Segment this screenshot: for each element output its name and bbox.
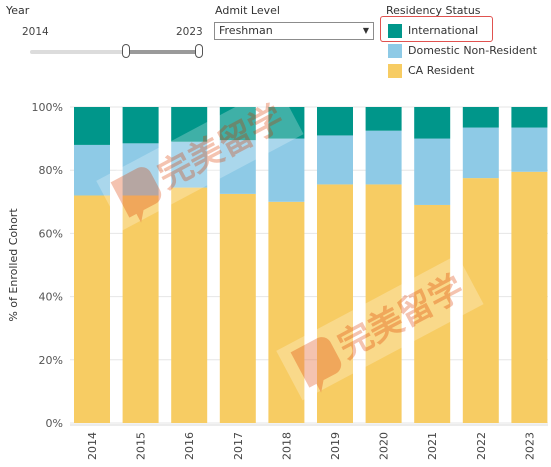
bar-segment-international	[268, 107, 305, 139]
watermark-band	[276, 254, 484, 401]
year-slider-track[interactable]	[30, 50, 200, 54]
bar-segment-ca-resident	[462, 178, 499, 423]
legend-label-ca-resident: CA Resident	[408, 64, 475, 77]
year-filter-label: Year	[6, 4, 30, 17]
year-slider-end-handle[interactable]	[195, 44, 203, 58]
x-tick-label: 2021	[426, 432, 439, 460]
bar-segment-domestic-non-resident	[219, 140, 256, 194]
watermark-logo-icon	[110, 167, 162, 223]
year-end-label: 2023	[176, 26, 203, 38]
bar-segment-international	[122, 107, 159, 144]
bar-segment-international	[171, 107, 208, 142]
legend-title: Residency Status	[386, 4, 481, 17]
legend-label-international: International	[408, 24, 479, 37]
y-tick-label: 100%	[32, 101, 63, 114]
y-tick-label: 40%	[39, 291, 63, 304]
year-slider-start-handle[interactable]	[122, 44, 130, 58]
bar-segment-domestic-non-resident	[74, 144, 110, 196]
bar-segment-ca-resident	[268, 201, 305, 423]
bar-segment-domestic-non-resident	[365, 130, 402, 185]
admit-level-dropdown[interactable]: Freshman ▼	[214, 22, 374, 40]
admit-level-value: Freshman	[219, 24, 273, 37]
bar-segment-domestic-non-resident	[462, 127, 499, 179]
x-tick-label: 2020	[378, 432, 391, 460]
y-axis-title: % of Enrolled Cohort	[7, 208, 20, 322]
bar-segment-domestic-non-resident	[511, 127, 548, 172]
x-tick-label: 2022	[475, 432, 488, 460]
admit-level-label: Admit Level	[215, 4, 280, 17]
bar-segment-ca-resident	[171, 187, 208, 423]
bar-segment-domestic-non-resident	[122, 143, 159, 196]
legend-swatch-domestic-non-resident	[388, 44, 402, 58]
bar-segment-international	[219, 107, 256, 141]
x-tick-label: 2016	[183, 432, 196, 460]
bar-segment-international	[462, 107, 499, 128]
chevron-down-icon: ▼	[362, 26, 369, 35]
y-tick-label: 0%	[46, 417, 63, 430]
bar-segment-ca-resident	[122, 195, 159, 423]
bar-segment-ca-resident	[414, 204, 451, 423]
year-start-label: 2014	[22, 26, 49, 38]
y-tick-label: 80%	[39, 164, 63, 177]
bar-segment-international	[317, 107, 353, 136]
bar-segment-ca-resident	[511, 171, 548, 423]
watermark-logo-icon	[290, 337, 342, 393]
y-tick-label: 20%	[39, 354, 63, 367]
bar-segment-domestic-non-resident	[317, 135, 353, 185]
legend-swatch-ca-resident	[388, 64, 402, 78]
x-tick-label: 2018	[280, 432, 293, 460]
bar-segment-domestic-non-resident	[268, 138, 305, 202]
bar-segment-ca-resident	[74, 195, 110, 423]
bar-segment-international	[365, 107, 402, 131]
bar-segment-domestic-non-resident	[171, 141, 208, 188]
x-tick-label: 2019	[329, 432, 342, 460]
x-tick-label: 2014	[86, 432, 99, 460]
bar-segment-ca-resident	[219, 193, 256, 423]
legend-highlight-box	[380, 16, 493, 42]
bar-segment-international	[511, 107, 548, 128]
y-tick-label: 60%	[39, 227, 63, 240]
legend-swatch-international	[388, 24, 402, 38]
year-slider-range	[127, 50, 199, 54]
x-tick-label: 2015	[135, 432, 148, 460]
bar-segment-domestic-non-resident	[414, 138, 451, 205]
x-tick-label: 2017	[232, 432, 245, 460]
legend-label-domestic-non-resident: Domestic Non-Resident	[408, 44, 537, 57]
bar-segment-international	[74, 107, 110, 145]
bar-segment-ca-resident	[365, 184, 402, 423]
watermark-band	[96, 84, 304, 231]
bar-segment-international	[414, 107, 451, 139]
x-tick-label: 2023	[523, 432, 536, 460]
bar-segment-ca-resident	[317, 184, 353, 423]
